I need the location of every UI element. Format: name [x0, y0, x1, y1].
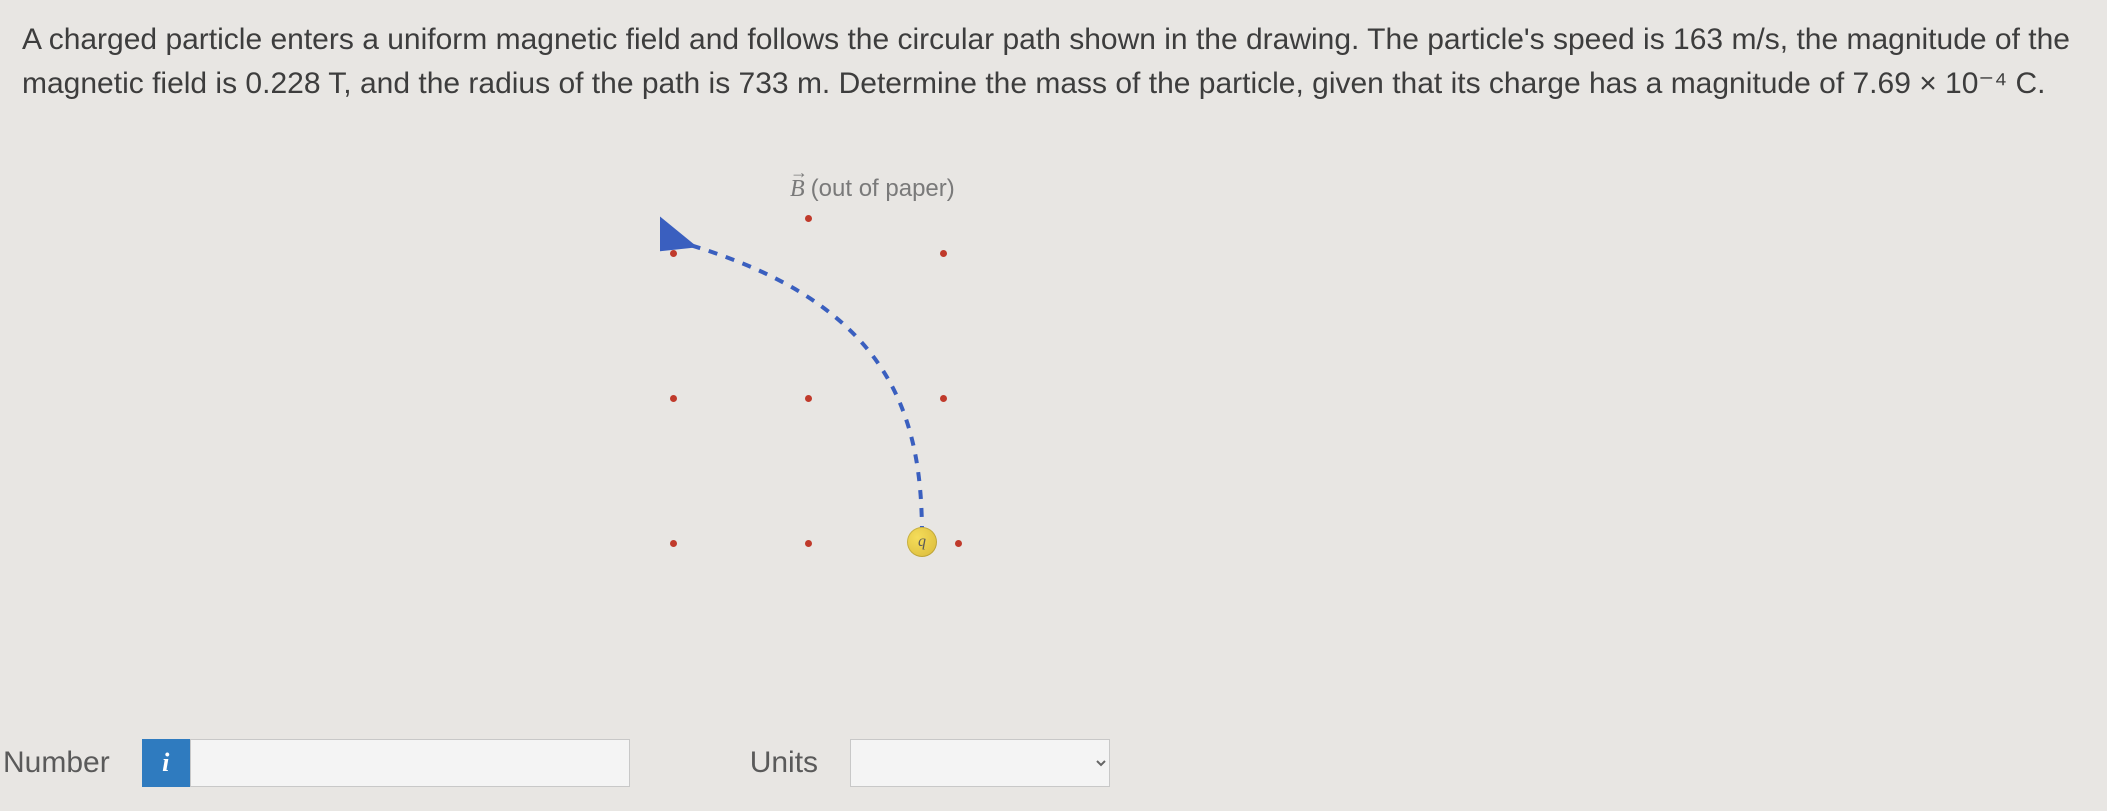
path-svg — [660, 175, 1260, 635]
field-dot-icon — [805, 215, 812, 222]
field-dot-icon — [670, 540, 677, 547]
field-dot-icon — [670, 250, 677, 257]
field-dot-icon — [940, 250, 947, 257]
charge-particle-icon: q — [907, 527, 937, 557]
answer-row: Number i Units — [3, 739, 1110, 787]
units-label: Units — [750, 746, 818, 780]
diagram: → B (out of paper) q — [660, 175, 1260, 635]
units-select[interactable] — [850, 739, 1110, 787]
field-dot-icon — [940, 395, 947, 402]
field-dot-icon — [805, 395, 812, 402]
charge-label: q — [918, 533, 926, 551]
info-button[interactable]: i — [142, 739, 190, 787]
field-dot-icon — [955, 540, 962, 547]
number-label: Number — [3, 746, 110, 780]
field-dot-icon — [805, 540, 812, 547]
particle-path — [690, 245, 922, 535]
field-dot-icon — [670, 395, 677, 402]
number-input[interactable] — [190, 739, 630, 787]
question-text: A charged particle enters a uniform magn… — [22, 18, 2085, 105]
info-icon: i — [162, 748, 169, 778]
